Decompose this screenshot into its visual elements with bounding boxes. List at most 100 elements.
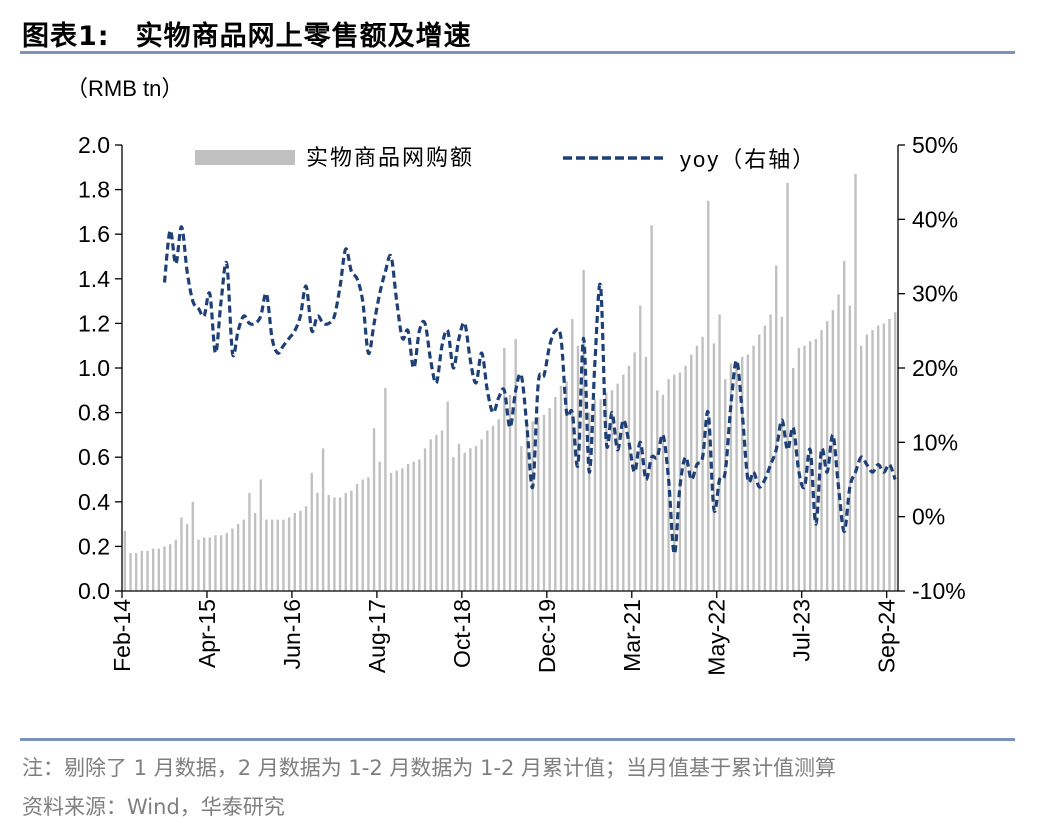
left-tick-label: 2.0 (78, 132, 110, 158)
bar (871, 330, 874, 591)
bar (316, 492, 319, 591)
bar (673, 374, 676, 591)
bar (826, 321, 829, 591)
bar (406, 463, 410, 591)
bar (497, 419, 500, 591)
bar (248, 492, 251, 591)
bar (474, 446, 478, 591)
bar (151, 548, 155, 591)
bar (690, 354, 693, 591)
bar (803, 345, 806, 591)
bar (242, 519, 245, 591)
bar (724, 379, 727, 591)
bar (327, 495, 330, 591)
bar (276, 519, 279, 591)
left-tick-label: 1.8 (78, 177, 110, 203)
bar (695, 345, 699, 591)
bar (735, 361, 738, 591)
bar (361, 479, 364, 591)
bar (565, 381, 568, 591)
bar (775, 265, 778, 591)
bar (525, 423, 529, 591)
bar (389, 472, 393, 591)
right-tick-label: 50% (912, 132, 958, 158)
legend-bar-swatch (195, 150, 295, 165)
figure-title-text: 实物商品网上零售额及增速 (135, 21, 472, 52)
x-ticks-group: Feb-14 Apr-15 Jun-16 Aug-17 Oct-18 Dec-19 Mar-… (109, 591, 900, 676)
bar (446, 401, 449, 591)
bar (480, 439, 483, 591)
bar (321, 448, 325, 591)
figure-title: 图表1: 实物商品网上零售额及增速 (22, 14, 472, 53)
bar (208, 537, 211, 591)
bar (763, 325, 767, 591)
bar (712, 343, 716, 591)
bar (287, 517, 291, 591)
figure-label: 图表1: (22, 21, 110, 52)
left-tick-label: 0.8 (78, 400, 110, 426)
bar (123, 530, 127, 591)
left-ticks-group: 2.0 1.8 1.6 1.4 1.2 1.0 0.8 0.6 0.4 0.2 0.0 (78, 132, 122, 604)
bar (265, 519, 268, 591)
bar (893, 312, 897, 591)
bar (769, 314, 772, 591)
bar (333, 497, 336, 591)
yoy-line (162, 225, 897, 556)
bar (616, 383, 619, 591)
bar (378, 461, 381, 591)
bar (701, 336, 704, 591)
left-tick-label: 0.6 (78, 444, 110, 470)
bar (746, 354, 750, 591)
bar (197, 539, 200, 591)
x-tick-label: Dec-19 (534, 599, 560, 673)
bar (163, 546, 166, 591)
bar (338, 497, 342, 591)
bar (401, 468, 404, 591)
bar (508, 394, 512, 591)
bar (758, 334, 761, 591)
x-tick-label: Oct-18 (449, 599, 475, 668)
bar (650, 225, 653, 591)
bar (429, 439, 432, 591)
x-tick-label: Mar-21 (619, 599, 645, 672)
bar (282, 519, 285, 591)
x-tick-label: Jul-23 (789, 599, 815, 662)
x-tick-label: Apr-15 (194, 599, 220, 668)
bar (707, 200, 710, 591)
bar (486, 430, 489, 591)
bar (452, 457, 455, 591)
yoy-line-group (162, 225, 897, 556)
bar (270, 519, 274, 591)
right-tick-label: 20% (912, 355, 958, 381)
bars-group (123, 173, 897, 592)
bar (865, 334, 869, 591)
right-ticks-group: 50% 40% 30% 20% 10% 0% -10% (898, 132, 966, 604)
bar (344, 492, 347, 591)
x-tick-label: May-22 (704, 599, 730, 676)
bar (605, 392, 608, 591)
top-rule (20, 51, 1015, 54)
bar (786, 182, 789, 591)
bar (837, 294, 840, 591)
right-tick-label: 10% (912, 429, 958, 455)
x-tick-label: Aug-17 (364, 599, 390, 673)
chart: （RMB tn） 2.0 1.8 1.6 1.4 1.2 1.0 0.8 0.6 0.4 0.2 0… (66, 76, 966, 676)
right-tick-label: 40% (912, 206, 958, 232)
bar (367, 477, 370, 591)
bar (463, 452, 466, 591)
legend: 实物商品网购额 yoy（右轴） (195, 145, 814, 172)
bar (355, 483, 359, 591)
bar (559, 385, 563, 591)
bar (253, 512, 257, 591)
bar (554, 396, 557, 591)
bar (741, 356, 744, 591)
bar (225, 533, 228, 591)
bar (236, 524, 240, 591)
bar (191, 501, 194, 591)
bar (780, 316, 784, 591)
bar (293, 512, 296, 591)
bar (684, 365, 687, 591)
bar (718, 314, 721, 591)
left-tick-label: 1.4 (78, 266, 110, 292)
bar (180, 517, 183, 591)
